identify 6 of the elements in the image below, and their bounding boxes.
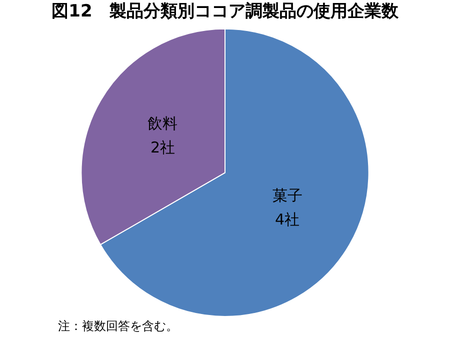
data-label: 2社 bbox=[150, 138, 176, 157]
slice-label: 菓子 bbox=[272, 186, 302, 205]
slice-label: 飲料 bbox=[148, 114, 178, 133]
chart-title: 図12 製品分類別ココア調製品の使用企業数 bbox=[52, 2, 400, 22]
text: 注：複数回答を含む。 bbox=[58, 319, 178, 334]
data-label: 4社 bbox=[274, 210, 300, 229]
